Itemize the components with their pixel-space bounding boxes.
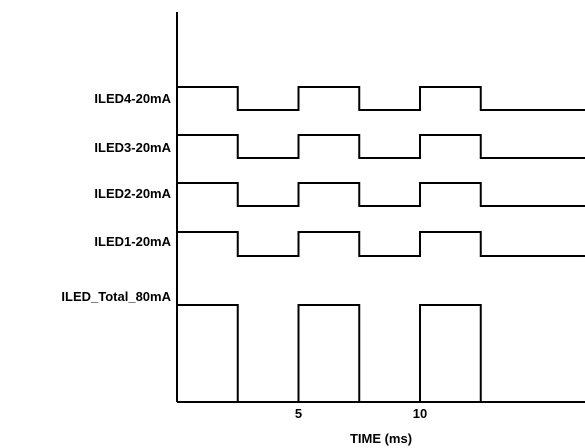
- trace-iled2-20ma: [176, 182, 585, 207]
- signal-labels: ILED4-20mA ILED3-20mA ILED2-20mA ILED1-20mA…: [61, 91, 171, 304]
- trace-iled1-20ma: [176, 231, 585, 257]
- x-tick-label: 5: [295, 406, 302, 421]
- trace-iled3-20ma: [176, 134, 585, 159]
- signal-traces: [176, 86, 585, 403]
- signal-label: ILED3-20mA: [94, 140, 171, 155]
- x-axis-label: TIME (ms): [350, 431, 412, 446]
- trace-iled4-20ma: [176, 86, 585, 111]
- x-tick-label: 10: [413, 406, 427, 421]
- signal-label: ILED4-20mA: [94, 91, 171, 106]
- signal-label: ILED2-20mA: [94, 186, 171, 201]
- signal-label: ILED1-20mA: [94, 234, 171, 249]
- trace-iled-total-80ma: [176, 304, 585, 403]
- x-axis-ticks: 5 10: [295, 406, 427, 421]
- signal-label: ILED_Total_80mA: [61, 289, 171, 304]
